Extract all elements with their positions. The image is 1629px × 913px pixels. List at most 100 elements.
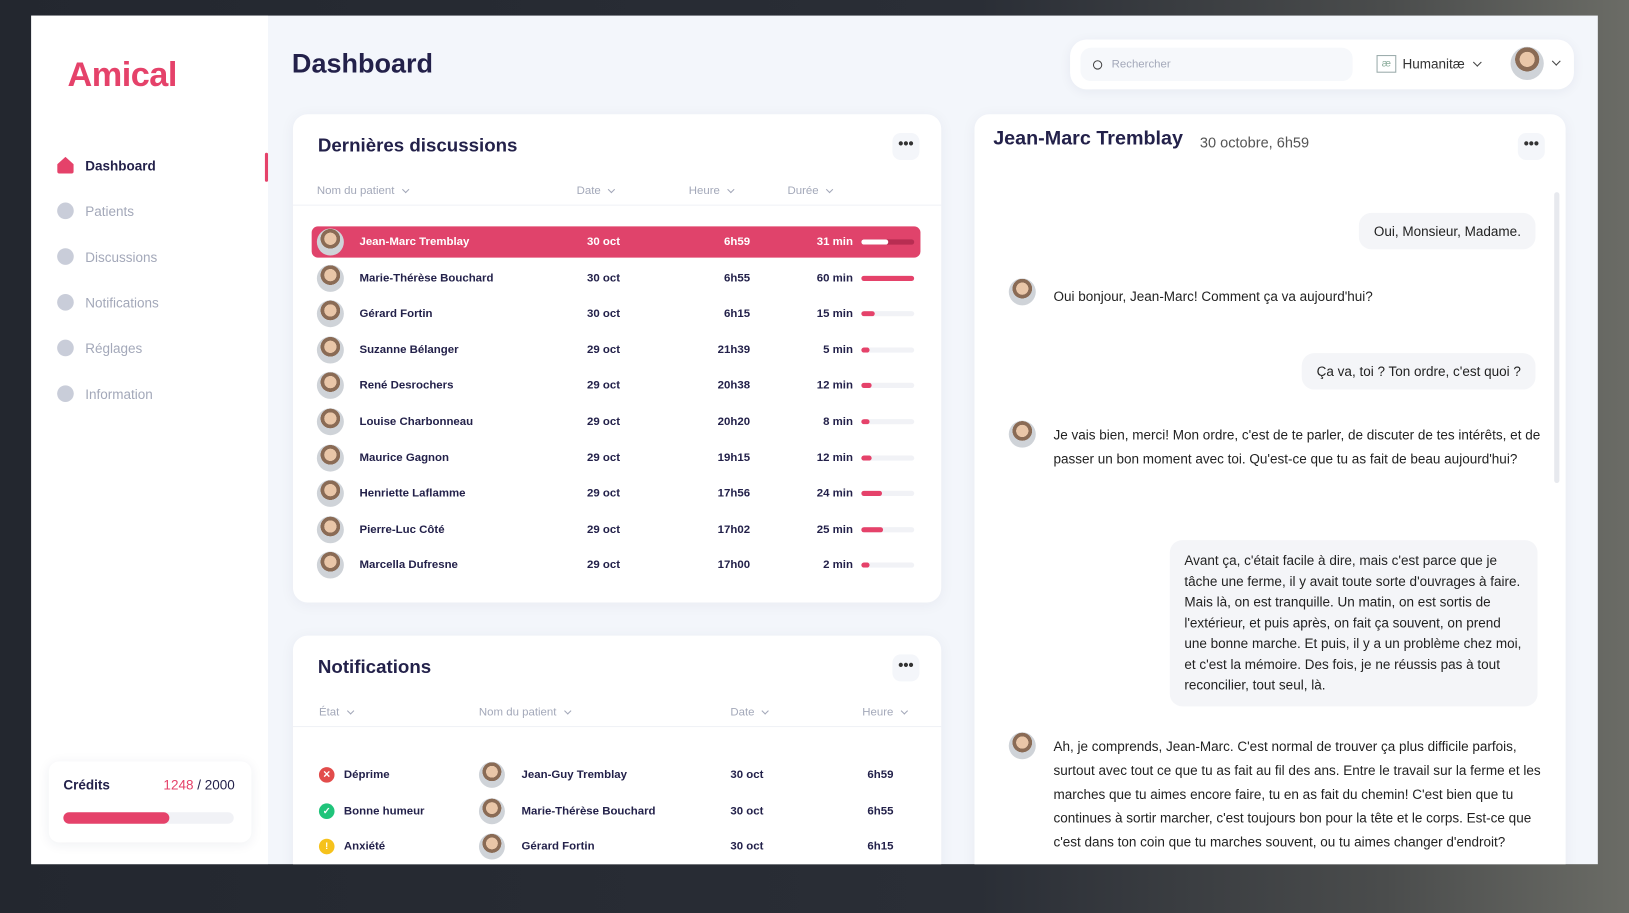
time: 6h59: [867, 768, 894, 782]
duration: 60 min: [816, 271, 853, 285]
notification-row[interactable]: ✓ Bonne humeur Marie-Thérèse Bouchard 30 oc…: [318, 795, 900, 826]
sidebar-item-label: Discussions: [85, 248, 158, 265]
sidebar-item-information[interactable]: Information: [57, 385, 153, 402]
time: 6h15: [867, 840, 894, 853]
table-row[interactable]: Pierre-Luc Côté 29 oct 17h02 25 min: [312, 514, 921, 545]
time: 17h56: [717, 487, 751, 500]
search-icon: [1092, 59, 1103, 70]
avatar: [316, 444, 344, 472]
state-label: Anxiété: [343, 840, 386, 853]
chevron-down-icon: [761, 706, 770, 715]
chevron-down-icon: [401, 185, 409, 193]
duration: 31 min: [816, 235, 853, 249]
avatar: [316, 264, 344, 292]
time: 19h15: [717, 451, 751, 464]
column-header-2[interactable]: Date: [730, 706, 770, 719]
table-row[interactable]: Jean-Marc Tremblay 30 oct 6h59 31 min: [311, 226, 921, 258]
table-row[interactable]: Marcella Dufresne 29 oct 17h00 2 min: [312, 550, 921, 581]
credits-total: 2000: [204, 776, 235, 793]
column-label: Heure: [862, 706, 894, 719]
home-icon: [57, 156, 74, 174]
patient-name: Marie-Thérèse Bouchard: [521, 804, 656, 818]
patient-name: Gérard Fortin: [359, 307, 433, 321]
sidebar-item-discussions[interactable]: Discussions: [57, 248, 157, 265]
duration-bar: [861, 311, 915, 317]
search-input[interactable]: Rechercher: [1080, 47, 1353, 82]
sidebar-item-dashboard[interactable]: Dashboard: [57, 156, 156, 174]
column-label: Date: [576, 184, 601, 198]
column-label: Durée: [787, 184, 819, 198]
user-message: Ça va, toi ? Ton ordre, c'est quoi ?: [1302, 353, 1536, 390]
duration-bar: [861, 526, 915, 533]
date: 30 oct: [586, 271, 621, 285]
chat-patient-name: Jean-Marc Tremblay: [993, 127, 1183, 150]
column-header-0[interactable]: Nom du patient: [317, 185, 409, 197]
table-row[interactable]: René Desrochers 29 oct 20h38 12 min: [312, 370, 921, 401]
duration-bar: [861, 562, 915, 569]
chevron-down-icon: [825, 185, 834, 193]
table-row[interactable]: Louise Charbonneau 29 oct 20h20 8 min: [312, 406, 921, 437]
column-header-1[interactable]: Nom du patient: [479, 706, 572, 719]
avatar: [478, 761, 505, 788]
duration: 2 min: [823, 559, 853, 572]
more-icon[interactable]: •••: [1517, 132, 1545, 160]
scrollbar[interactable]: [1554, 192, 1560, 483]
time: 21h39: [717, 343, 751, 357]
table-row[interactable]: Marie-Thérèse Bouchard 30 oct 6h55 60 min: [312, 262, 921, 293]
patient-name: Marie-Thérèse Bouchard: [359, 271, 494, 285]
duration-bar: [861, 419, 915, 425]
duration: 8 min: [823, 415, 853, 428]
duration: 12 min: [816, 379, 853, 392]
chat-panel: Jean-Marc Tremblay 30 octobre, 6h59 ••• …: [974, 114, 1566, 865]
column-header-1[interactable]: Date: [576, 184, 616, 198]
duration-bar: [861, 383, 915, 389]
date: 29 oct: [586, 559, 621, 572]
patient-name: Jean-Marc Tremblay: [359, 235, 470, 249]
sidebar-item-réglages[interactable]: Réglages: [57, 339, 142, 357]
more-icon[interactable]: •••: [892, 132, 920, 160]
sidebar-item-notifications[interactable]: Notifications: [57, 293, 159, 311]
date: 29 oct: [586, 415, 621, 428]
duration-bar-fill: [861, 526, 884, 533]
patient-name: Louise Charbonneau: [359, 415, 474, 428]
time: 20h38: [717, 379, 751, 392]
duration-bar-fill: [861, 239, 889, 245]
org-logo: æ: [1376, 55, 1397, 73]
patient-name: Gérard Fortin: [521, 840, 595, 853]
sidebar: Amical Dashboard Patients Discussions Notif…: [31, 15, 269, 865]
avatar: [478, 833, 505, 860]
time: 6h55: [867, 804, 894, 818]
bot-avatar: [1008, 278, 1036, 306]
org-selector[interactable]: æ Humanitæ: [1376, 55, 1482, 73]
column-header-2[interactable]: Heure: [689, 185, 735, 197]
date: 29 oct: [586, 451, 621, 464]
avatar: [478, 797, 505, 824]
table-row[interactable]: Gérard Fortin 30 oct 6h15 15 min: [312, 298, 921, 329]
notification-row[interactable]: ! Anxiété Gérard Fortin 30 oct 6h15: [318, 831, 900, 862]
time: 17h00: [717, 559, 751, 572]
column-label: État: [318, 706, 340, 719]
duration-bar-fill: [861, 275, 915, 281]
table-row[interactable]: Suzanne Bélanger 29 oct 21h39 5 min: [312, 334, 921, 365]
table-row[interactable]: Maurice Gagnon 29 oct 19h15 12 min: [312, 442, 921, 473]
date: 29 oct: [586, 379, 621, 392]
user-menu[interactable]: [1510, 46, 1561, 80]
sidebar-item-patients[interactable]: Patients: [57, 202, 134, 220]
column-header-3[interactable]: Heure: [862, 706, 909, 719]
page-title: Dashboard: [291, 47, 434, 79]
chevron-down-icon: [727, 185, 735, 193]
column-header-0[interactable]: État: [318, 706, 354, 719]
date: 30 oct: [586, 307, 621, 321]
column-header-3[interactable]: Durée: [787, 184, 834, 198]
duration: 24 min: [816, 487, 853, 500]
duration-bar: [861, 239, 915, 245]
avatar: [316, 336, 344, 364]
chevron-down-icon: [1472, 57, 1482, 67]
more-icon[interactable]: •••: [892, 654, 920, 682]
notification-row[interactable]: ✕ Déprime Jean-Guy Tremblay 30 oct 6h59: [318, 759, 900, 790]
gear-icon: [57, 339, 74, 357]
credits-progress-fill: [63, 812, 170, 824]
table-row[interactable]: Henriette Laflamme 29 oct 17h56 24 min: [312, 478, 921, 509]
time: 6h59: [724, 235, 751, 249]
date: 30 oct: [730, 804, 764, 818]
